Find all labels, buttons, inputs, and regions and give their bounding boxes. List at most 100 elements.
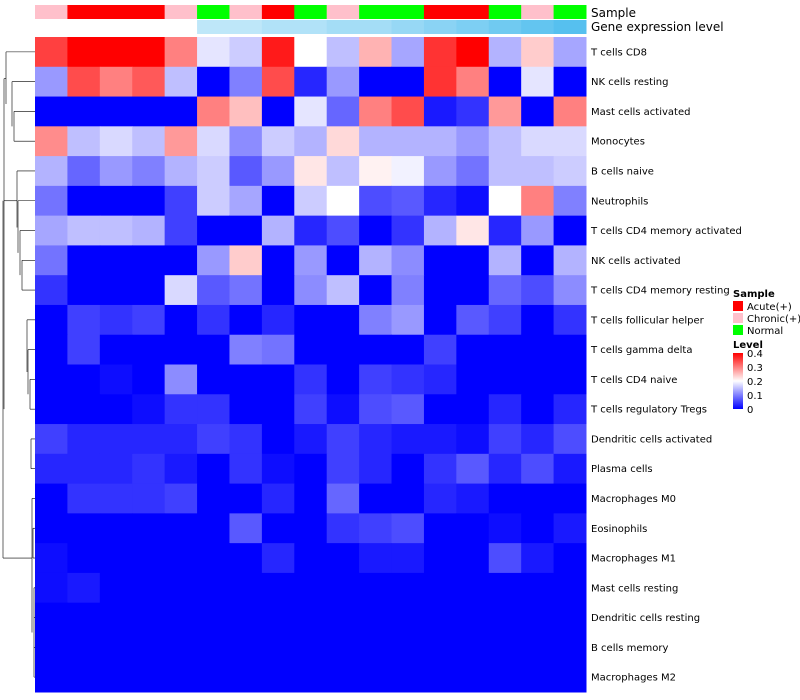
heatmap-cell — [294, 572, 328, 604]
heatmap-cell — [423, 275, 457, 306]
heatmap-cell — [67, 364, 101, 395]
heatmap-cell — [35, 483, 68, 514]
expression-anno-cell — [391, 20, 425, 34]
heatmap-cell — [423, 662, 457, 693]
heatmap-cell — [521, 453, 555, 485]
heatmap-cell — [197, 602, 230, 633]
expression-anno-cell — [261, 20, 295, 34]
heatmap-cell — [326, 543, 360, 574]
heatmap-cell — [67, 156, 101, 187]
heatmap-cell — [359, 483, 393, 514]
heatmap-cell — [294, 275, 328, 306]
heatmap-cell — [521, 37, 555, 68]
heatmap-cell — [132, 632, 166, 663]
row-label: Dendritic cells resting — [591, 613, 700, 624]
heatmap-cell — [294, 185, 328, 217]
heatmap-cell — [391, 483, 425, 514]
heatmap-cell — [229, 245, 263, 276]
heatmap-cell — [391, 304, 425, 336]
heatmap-cell — [164, 394, 198, 425]
heatmap-cell — [261, 66, 295, 98]
heatmap-cell — [35, 304, 68, 336]
level-tick-label: 0 — [747, 405, 753, 416]
heatmap-cell — [359, 37, 393, 68]
heatmap-cell — [359, 602, 393, 633]
heatmap-cell — [197, 215, 230, 246]
heatmap-cell — [35, 513, 68, 544]
heatmap-cell — [229, 156, 263, 187]
sample-anno-cell — [488, 5, 522, 19]
heatmap-cell — [521, 126, 555, 157]
heatmap-cell — [164, 334, 198, 365]
heatmap-cell — [164, 96, 198, 127]
sample-anno-cell — [553, 5, 587, 19]
heatmap-cell — [359, 156, 393, 187]
heatmap-cell — [132, 364, 166, 395]
heatmap-cell — [294, 156, 328, 187]
heatmap-cell — [423, 364, 457, 395]
row-label: Mast cells resting — [591, 583, 678, 594]
heatmap-cell — [553, 483, 587, 514]
sample-legend-swatch-normal — [733, 325, 743, 335]
heatmap-cell — [488, 156, 522, 187]
heatmap-cell — [456, 453, 490, 485]
heatmap-cell — [132, 453, 166, 485]
heatmap-cell — [67, 424, 101, 455]
heatmap-cell — [35, 334, 68, 365]
heatmap-cell — [67, 513, 101, 544]
heatmap-cell — [164, 185, 198, 217]
level-legend-title: Level — [733, 340, 763, 351]
heatmap-cell — [488, 513, 522, 544]
heatmap-cell — [197, 364, 230, 395]
heatmap-cell — [261, 513, 295, 544]
row-label: T cells CD4 memory resting — [590, 286, 730, 297]
sample-anno-cell — [67, 5, 101, 19]
heatmap-cell — [553, 394, 587, 425]
heatmap-cell — [456, 156, 490, 187]
heatmap-cell — [391, 37, 425, 68]
heatmap-cell — [488, 424, 522, 455]
heatmap-cell — [99, 602, 133, 633]
heatmap-cell — [488, 364, 522, 395]
heatmap-cell — [197, 156, 230, 187]
heatmap-cell — [359, 394, 393, 425]
heatmap-cell — [261, 275, 295, 306]
heatmap-cell — [423, 334, 457, 365]
heatmap-cell — [99, 215, 133, 246]
heatmap-cell — [229, 572, 263, 604]
heatmap-cell — [67, 334, 101, 365]
heatmap-cell — [67, 185, 101, 217]
heatmap-cell — [423, 602, 457, 633]
expression-anno-cell — [488, 20, 522, 34]
heatmap-cell — [456, 543, 490, 574]
heatmap-cell — [164, 215, 198, 246]
heatmap-cell — [132, 126, 166, 157]
heatmap-cell — [423, 66, 457, 98]
heatmap-cell — [456, 126, 490, 157]
heatmap-cell — [423, 394, 457, 425]
heatmap-cell — [488, 66, 522, 98]
heatmap-cell — [456, 602, 490, 633]
heatmap-cell — [99, 572, 133, 604]
heatmap-cell — [553, 215, 587, 246]
heatmap-cell — [197, 66, 230, 98]
heatmap-cell — [261, 602, 295, 633]
expression-anno-cell — [521, 20, 555, 34]
row-label: T cells follicular helper — [590, 315, 705, 326]
heatmap-cell — [359, 662, 393, 693]
heatmap-cell — [197, 394, 230, 425]
heatmap-cell — [326, 156, 360, 187]
heatmap-cell — [197, 126, 230, 157]
heatmap-cell — [229, 662, 263, 693]
heatmap-cell — [67, 275, 101, 306]
heatmap-cell — [99, 394, 133, 425]
heatmap-cell — [261, 572, 295, 604]
heatmap-cell — [423, 513, 457, 544]
heatmap-cell — [67, 245, 101, 276]
heatmap-cell — [197, 334, 230, 365]
heatmap-cell — [423, 424, 457, 455]
heatmap-cell — [197, 483, 230, 514]
heatmap-cell — [229, 215, 263, 246]
heatmap-cell — [326, 66, 360, 98]
